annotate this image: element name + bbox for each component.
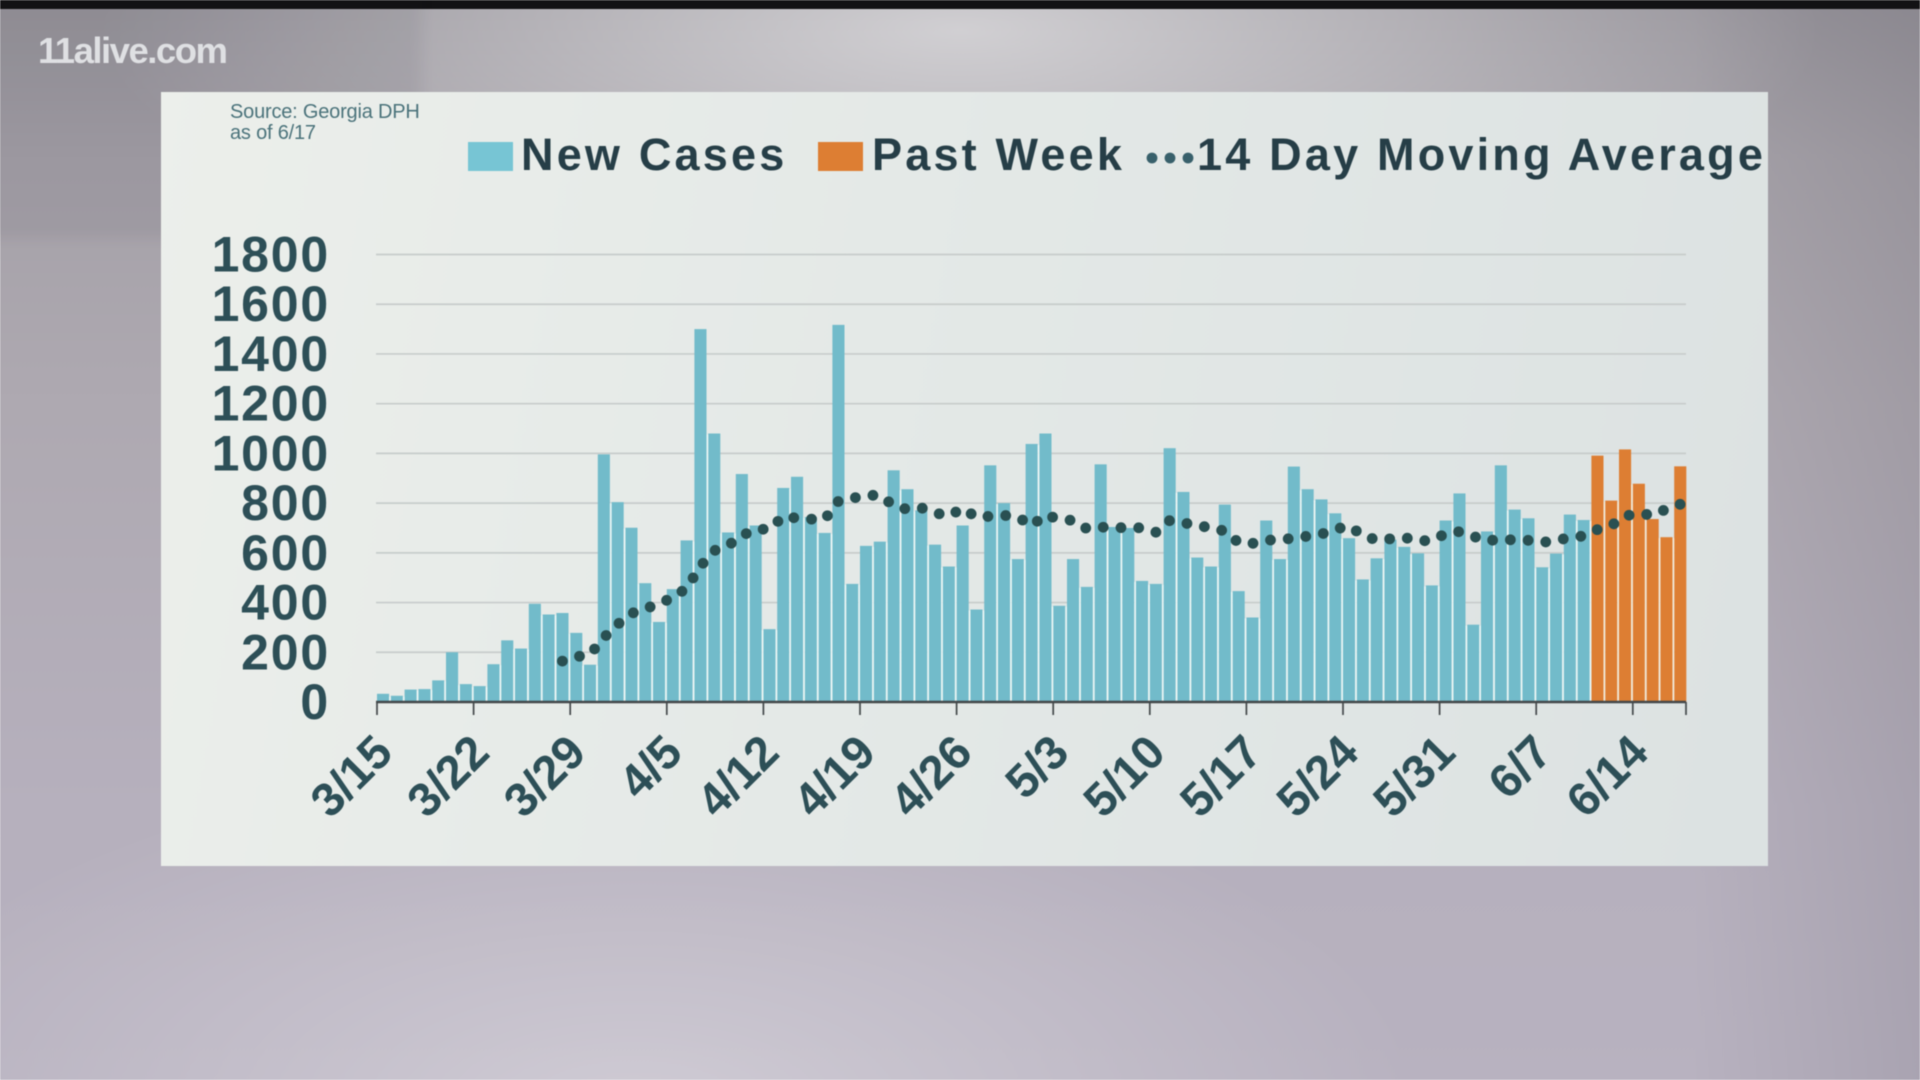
svg-text:400: 400 — [241, 575, 330, 631]
svg-text:5/24: 5/24 — [1266, 725, 1368, 827]
svg-text:4/19: 4/19 — [783, 725, 885, 827]
svg-text:4/26: 4/26 — [880, 725, 982, 827]
svg-text:1800: 1800 — [212, 227, 330, 283]
svg-text:3/29: 3/29 — [493, 725, 595, 827]
svg-text:4/5: 4/5 — [608, 725, 692, 809]
svg-text:1000: 1000 — [212, 425, 330, 481]
svg-text:600: 600 — [241, 525, 330, 581]
svg-text:1200: 1200 — [212, 376, 330, 432]
svg-text:6/14: 6/14 — [1556, 725, 1658, 827]
svg-text:1400: 1400 — [212, 326, 330, 382]
svg-text:0: 0 — [300, 674, 330, 730]
svg-text:1600: 1600 — [212, 276, 330, 332]
svg-text:200: 200 — [241, 624, 330, 680]
svg-text:5/31: 5/31 — [1363, 725, 1465, 827]
svg-text:5/10: 5/10 — [1073, 725, 1175, 827]
svg-text:800: 800 — [241, 475, 330, 531]
svg-text:3/15: 3/15 — [300, 725, 402, 827]
svg-text:5/17: 5/17 — [1169, 725, 1271, 827]
svg-text:3/22: 3/22 — [397, 725, 499, 827]
svg-text:4/12: 4/12 — [686, 725, 788, 827]
svg-text:6/7: 6/7 — [1478, 725, 1562, 809]
svg-text:5/3: 5/3 — [995, 725, 1079, 809]
